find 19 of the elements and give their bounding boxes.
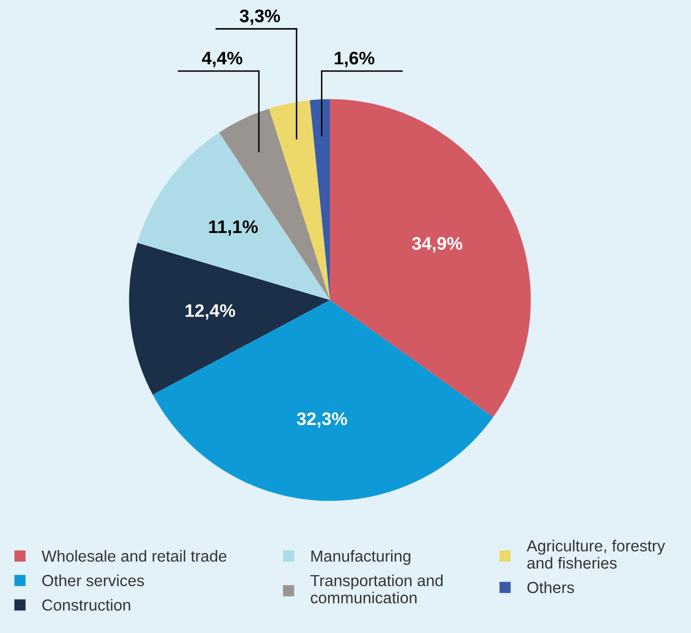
data-label: 34,9% — [412, 237, 462, 252]
legend-label: Transportation and communication — [310, 574, 443, 604]
pie-slice — [310, 99, 330, 300]
legend-label: Others — [527, 581, 574, 594]
legend-label: Agriculture, forestry and fisheries — [526, 540, 666, 569]
data-label: 32,3% — [296, 412, 348, 428]
data-label: 4,4% — [202, 52, 242, 68]
legend-label: Other services — [42, 574, 144, 586]
data-label: 3,3% — [240, 10, 280, 25]
data-label: 11,1% — [209, 220, 258, 236]
pie-slice — [137, 132, 330, 300]
legend-label: Wholesale and retail trade — [42, 550, 226, 562]
pie-slice — [152, 300, 494, 501]
pie-slice — [129, 242, 330, 395]
data-label: 12,4% — [186, 304, 236, 320]
legend-label: Construction — [42, 598, 130, 611]
legend-label: Manufacturing — [311, 550, 410, 565]
data-label: 1,6% — [334, 52, 374, 68]
pie-slice — [269, 100, 330, 300]
